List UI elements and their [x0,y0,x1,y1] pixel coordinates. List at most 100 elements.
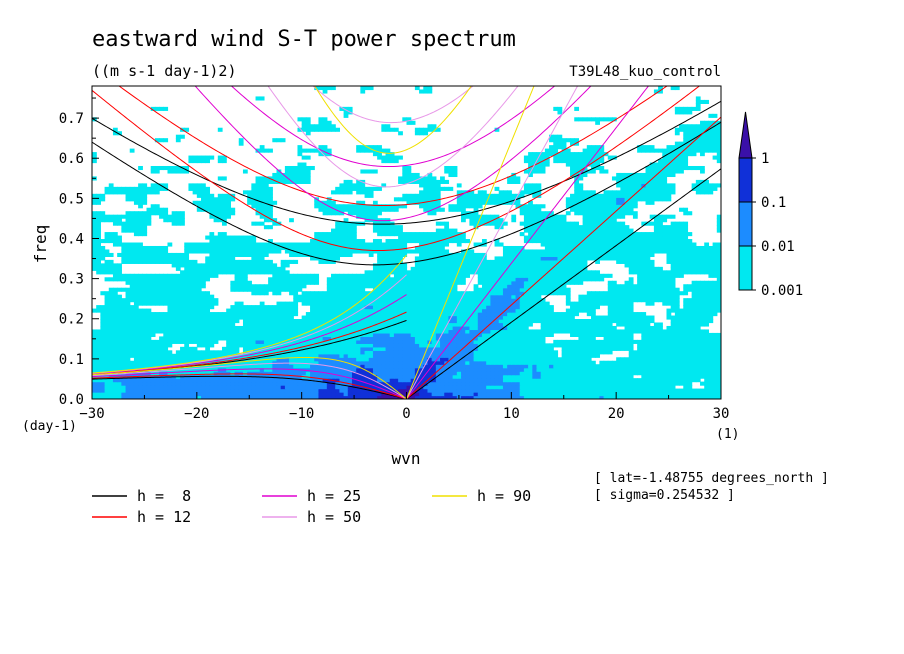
power-cell [444,371,450,376]
power-cell [310,364,315,369]
power-cell [356,374,361,379]
power-cell [645,284,651,289]
power-cell [570,374,575,379]
power-cell [435,378,441,383]
power-cell [96,378,101,383]
power-cell [515,395,521,399]
power-cell [423,322,429,327]
power-cell [196,395,202,399]
power-cell [406,284,412,289]
power-cell [154,378,160,383]
power-cell [561,273,567,278]
power-cell [125,388,131,393]
power-cell [540,336,546,341]
power-cell [708,287,714,292]
power-cell [658,298,663,303]
power-cell [624,308,630,313]
power-cell [293,357,299,362]
power-cell [268,381,273,386]
power-cell [389,315,395,320]
power-cell [331,287,336,292]
power-cell [712,385,718,390]
power-cell [154,287,160,292]
power-cell [582,273,588,278]
power-cell [184,357,190,362]
power-cell [481,346,487,351]
power-cell [276,315,282,320]
power-cell [100,346,106,351]
power-cell [565,392,571,397]
power-cell [335,371,341,376]
power-cell [335,378,341,383]
power-cell [221,312,227,317]
power-cell [670,305,676,310]
power-cell [389,392,395,397]
power-cell [456,353,462,358]
power-cell [284,315,290,320]
power-cell [138,395,143,399]
power-cell [410,339,416,344]
power-cell [234,392,240,397]
power-cell [364,395,370,399]
power-cell [532,388,538,393]
power-cell [280,284,286,289]
power-cell [108,385,114,390]
power-cell [402,301,408,306]
power-cell [700,336,705,341]
power-cell [221,371,227,376]
power-cell [502,294,508,299]
power-cell [637,346,642,351]
power-cell [469,350,475,355]
power-cell [519,308,525,313]
power-cell [284,336,290,341]
power-cell [381,322,387,327]
power-cell [465,374,470,379]
power-cell [679,367,684,372]
power-cell [444,301,450,306]
power-cell [368,325,374,331]
power-cell [536,294,542,299]
power-cell [364,322,370,327]
power-cell [523,378,529,383]
power-cell [490,378,496,383]
power-cell [138,322,143,327]
power-cell [280,350,286,355]
power-cell [263,388,269,393]
power-cell [528,364,533,369]
power-cell [180,371,185,376]
power-cell [528,308,533,313]
power-cell [704,294,710,299]
power-cell [490,280,496,285]
power-cell [695,353,701,358]
power-cell [272,315,278,320]
power-cell [544,367,550,372]
power-cell [150,312,156,317]
power-cell [402,364,408,369]
power-cell [360,353,366,358]
power-cell [490,270,496,275]
power-cell [536,284,542,289]
power-cell [586,301,592,306]
power-cell [511,270,517,275]
power-cell [217,319,223,324]
power-cell [234,339,240,344]
power-cell [653,287,659,292]
power-cell [175,388,181,393]
power-cell [368,305,374,310]
power-cell [448,336,454,341]
power-cell [523,357,529,362]
power-cell [251,336,257,341]
power-cell [293,336,299,341]
power-cell [108,346,114,351]
power-cell [121,346,127,351]
power-cell [658,332,663,337]
power-cell [205,319,211,324]
power-cell [679,353,684,358]
power-cell [150,339,156,344]
power-cell [490,336,496,341]
power-cell [708,395,714,399]
power-cell [104,385,110,390]
run-label: T39L48_kuo_control [569,64,721,80]
power-cell [142,325,148,331]
power-cell [406,287,412,292]
